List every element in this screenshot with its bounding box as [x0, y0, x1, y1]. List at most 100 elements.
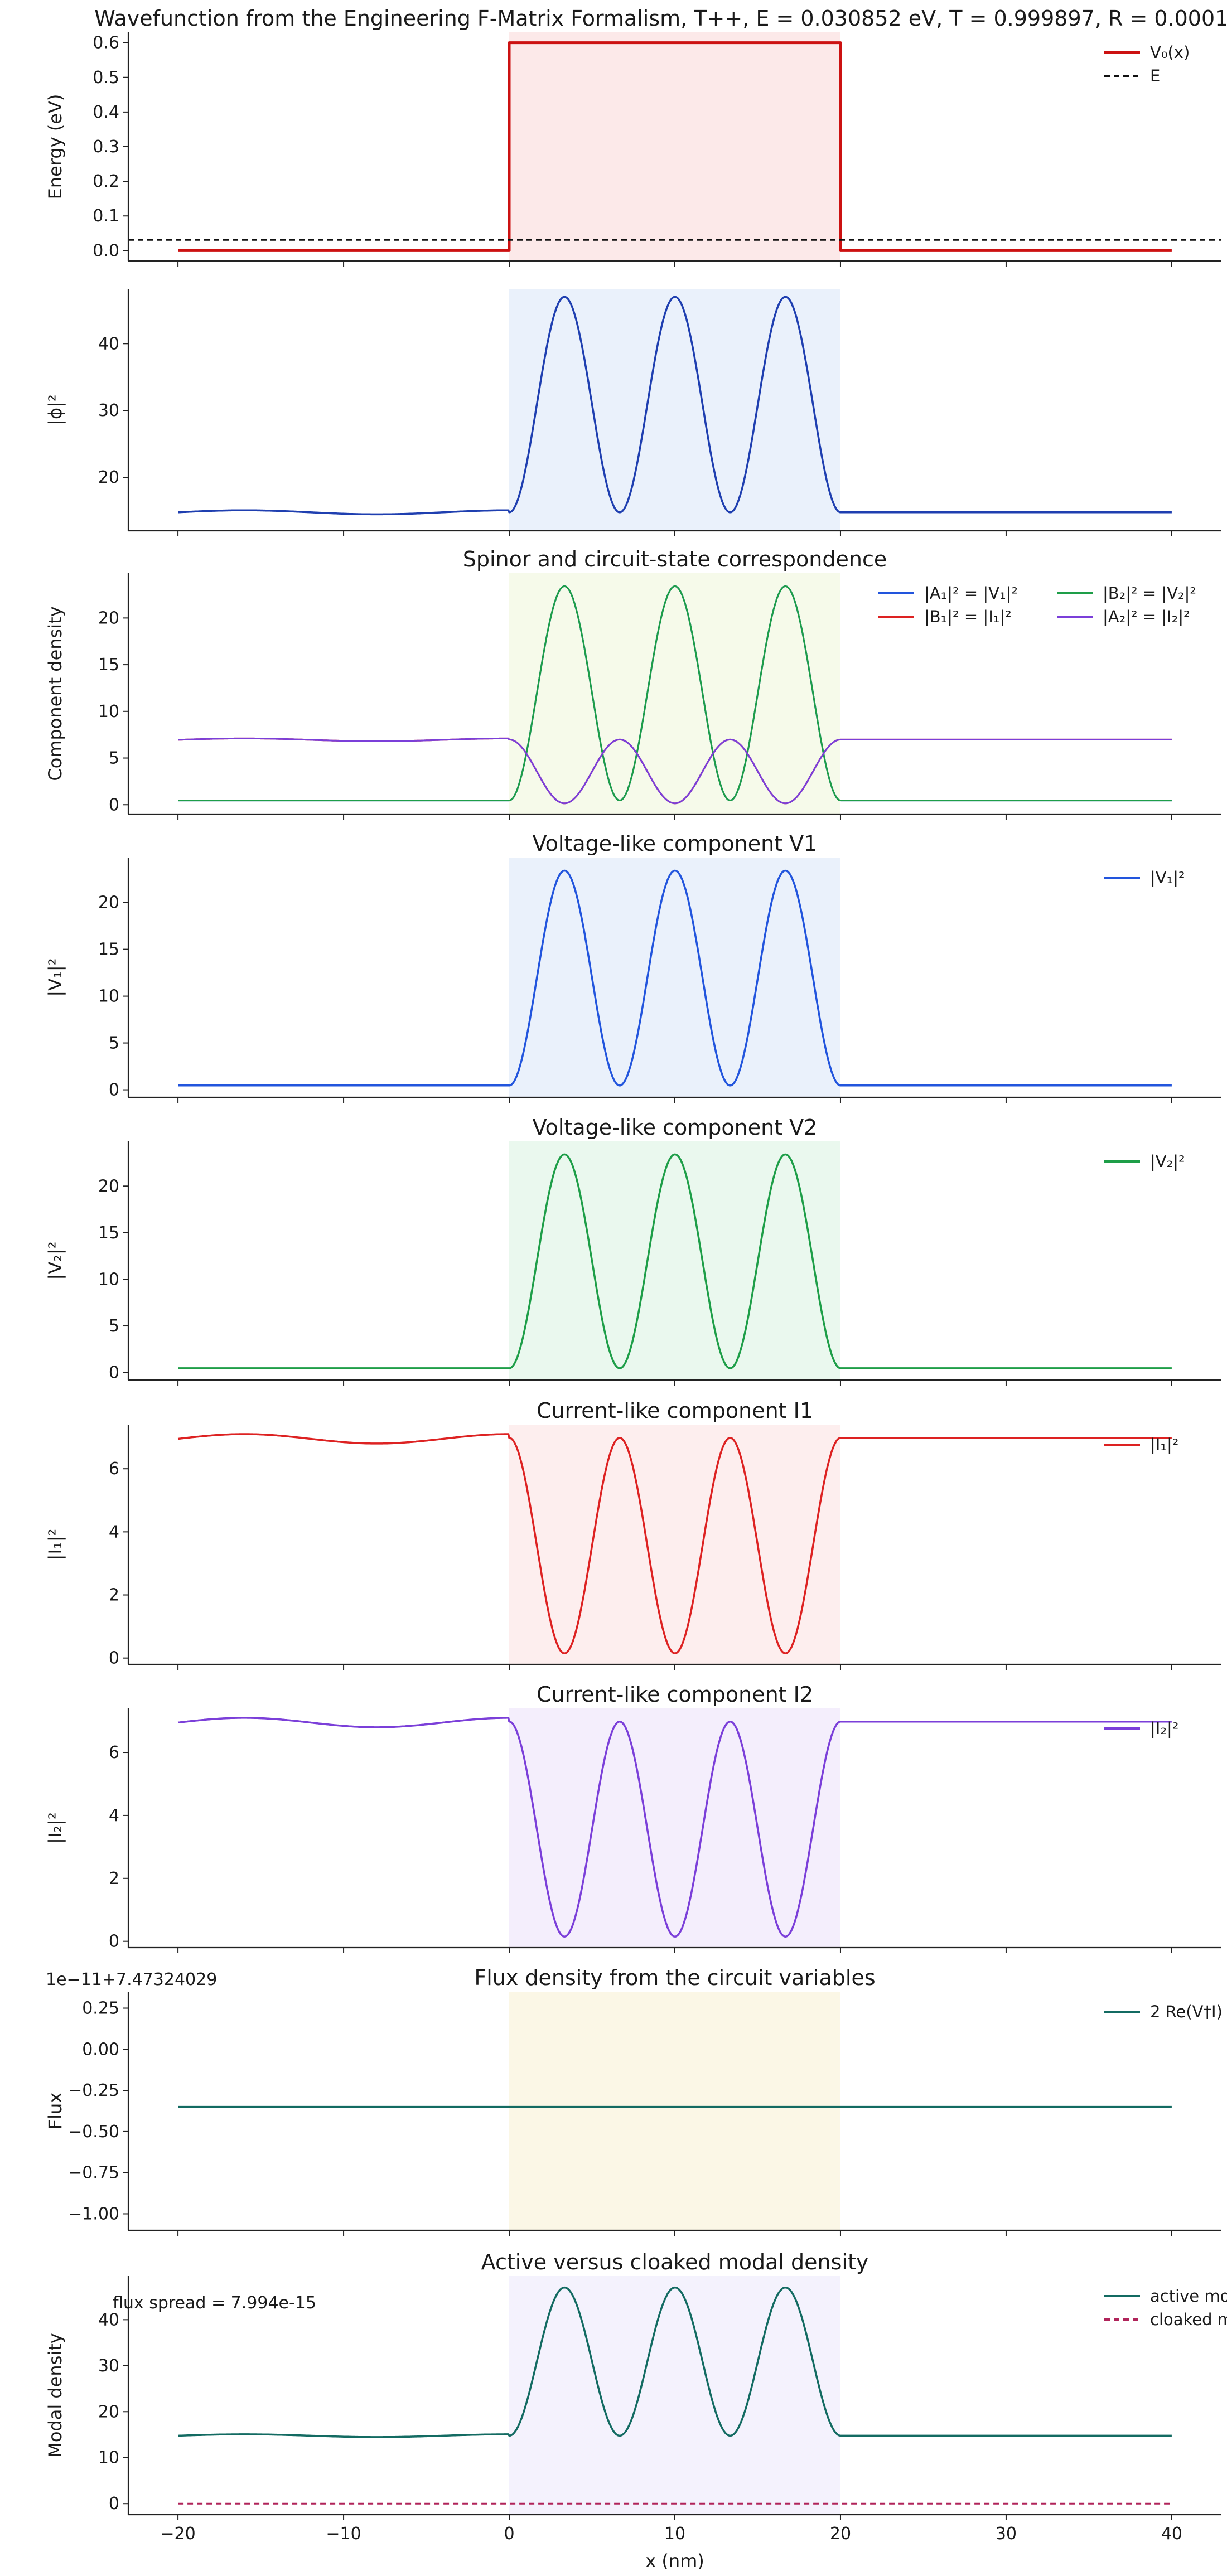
y-axis-label: |I₂|²: [45, 1812, 66, 1844]
panel-title: Active versus cloaked modal density: [481, 2250, 869, 2274]
y-tick-label: 0.5: [93, 68, 119, 88]
y-tick-label: −0.50: [68, 2122, 119, 2142]
panel-phi: 20 30 40 |ϕ|²: [45, 289, 1221, 536]
legend-label: |B₁|² = |I₁|²: [924, 607, 1012, 626]
y-tick-label: 15: [98, 655, 119, 675]
y-tick-label: 0: [109, 1363, 119, 1383]
flux-spread-annotation: flux spread = 7.994e-15: [113, 2293, 316, 2313]
y-tick-label: 0: [109, 1649, 119, 1668]
panel-i2: 0 2 4 6 Current-like component I2 |I₂|² |I₂|²: [45, 1682, 1221, 1953]
y-axis-label: Energy (eV): [45, 94, 66, 200]
legend-label: |I₂|²: [1150, 1719, 1178, 1738]
series-line-phi: [177, 296, 1172, 516]
y-tick-label: 20: [98, 893, 119, 913]
y-tick-label: −1.00: [68, 2204, 119, 2224]
y-axis-label: Component density: [45, 606, 66, 781]
series-line-V2: [178, 585, 1172, 802]
y-axis-label: Modal density: [45, 2333, 66, 2458]
y-axis-label: |I₁|²: [45, 1529, 66, 1561]
y-tick-label: 10: [98, 2448, 119, 2468]
y-tick-label: 0.00: [82, 2040, 119, 2059]
legend-label: 2 Re(V†I): [1150, 2002, 1223, 2021]
legend: 2 Re(V†I): [1104, 2002, 1223, 2021]
y-tick-label: 2: [109, 1869, 119, 1889]
legend-label: E: [1150, 66, 1160, 85]
y-tick-label: 30: [98, 401, 119, 420]
barrier-shade: [509, 1708, 840, 1948]
x-tick-label: 40: [1161, 2524, 1182, 2544]
y-tick-label: 5: [109, 1034, 119, 1053]
legend: |A₁|² = |V₁|² |B₁|² = |I₁|² |B₂|² = |V₂|² |…: [878, 584, 1196, 626]
x-tick-label: 10: [664, 2524, 685, 2544]
y-tick-label: 20: [98, 2402, 119, 2422]
panel-title: Spinor and circuit-state correspondence: [463, 547, 887, 572]
y-offset-text: 1e−11+7.47324029: [46, 1970, 217, 1989]
series-line-V2: [177, 1153, 1172, 1369]
legend-label: active mode: [1150, 2287, 1227, 2306]
y-tick-label: 6: [109, 1743, 119, 1762]
series-line-V1: [177, 869, 1172, 1087]
y-tick-label: 10: [98, 987, 119, 1006]
panel-title: Wavefunction from the Engineering F-Matr…: [94, 6, 1227, 31]
series-line-I2: [177, 1717, 1172, 1938]
legend-label: |A₁|² = |V₁|²: [924, 584, 1018, 603]
y-tick-label: 0.2: [93, 172, 119, 191]
y-tick-label: 0.3: [93, 137, 119, 157]
y-tick-label: 4: [109, 1806, 119, 1826]
panel-title: Voltage-like component V2: [533, 1115, 818, 1140]
y-tick-label: 0: [109, 2494, 119, 2514]
panel-title: Flux density from the circuit variables: [474, 1965, 875, 1990]
panel-title: Current-like component I2: [537, 1682, 813, 1707]
legend-label: |B₂|² = |V₂|²: [1103, 584, 1196, 603]
panel-v1: 0 5 10 15 20 Voltage-like component V1 |V₁|² |V…: [45, 831, 1221, 1103]
y-tick-label: 0.1: [93, 206, 119, 226]
legend-label: |V₁|²: [1150, 868, 1185, 887]
y-tick-label: 0.6: [93, 33, 119, 53]
barrier-shade: [509, 573, 840, 814]
legend-label: |I₁|²: [1150, 1435, 1178, 1454]
y-tick-label: 10: [98, 1270, 119, 1289]
y-tick-label: 30: [98, 2356, 119, 2376]
y-tick-label: 5: [109, 1316, 119, 1336]
y-tick-label: 0: [109, 795, 119, 815]
barrier-shade: [509, 32, 840, 261]
y-tick-label: 40: [98, 334, 119, 354]
legend: V₀(x) E: [1104, 43, 1190, 85]
y-tick-label: 0: [109, 1081, 119, 1100]
legend-label: V₀(x): [1150, 43, 1190, 62]
legend-label: cloaked mode: [1150, 2310, 1227, 2329]
series-line-V0: [178, 41, 1172, 252]
x-tick-label: −20: [160, 2524, 195, 2544]
legend: active mode cloaked mode: [1104, 2287, 1227, 2329]
y-tick-label: 0.25: [82, 1999, 119, 2018]
x-tick-label: 20: [830, 2524, 851, 2544]
legend: |I₂|²: [1104, 1719, 1178, 1738]
panel-flux: −1.00 −0.75 −0.50 −0.25 0.00 0.25 Flux density…: [45, 1965, 1223, 2236]
panel-v2: 0 5 10 15 20 Voltage-like component V2 |V₂|² |V…: [45, 1115, 1221, 1386]
series-line-I2: [178, 737, 1172, 805]
y-tick-label: 20: [98, 608, 119, 628]
panel-modal: 0 10 20 30 40 −20 −10 0 10 20 30 40 Active versus cl…: [45, 2250, 1227, 2544]
panel-i1: 0 2 4 6 Current-like component I1 |I₁|² |I₁|²: [45, 1398, 1221, 1670]
series-line-I1: [177, 1433, 1172, 1654]
y-axis-label: |ϕ|²: [45, 394, 66, 425]
y-axis-label: |V₂|²: [45, 1241, 66, 1280]
y-tick-label: 6: [109, 1459, 119, 1479]
y-tick-label: 4: [109, 1522, 119, 1542]
y-tick-label: −0.25: [68, 2081, 119, 2100]
y-axis-label: Flux: [45, 2093, 66, 2130]
y-tick-label: 20: [98, 1176, 119, 1196]
barrier-shade: [509, 1992, 840, 2230]
x-axis-label: x (nm): [645, 2550, 704, 2572]
series-line-active: [177, 2286, 1172, 2438]
panel-title: Voltage-like component V1: [533, 831, 818, 856]
legend: |V₁|²: [1104, 868, 1185, 887]
y-tick-label: −0.75: [68, 2163, 119, 2183]
y-tick-label: 20: [98, 468, 119, 487]
x-tick-label: −10: [326, 2524, 361, 2544]
y-tick-label: 15: [98, 940, 119, 960]
barrier-shade: [509, 1425, 840, 1664]
x-tick-label: 0: [504, 2524, 514, 2544]
barrier-shade: [509, 289, 840, 531]
